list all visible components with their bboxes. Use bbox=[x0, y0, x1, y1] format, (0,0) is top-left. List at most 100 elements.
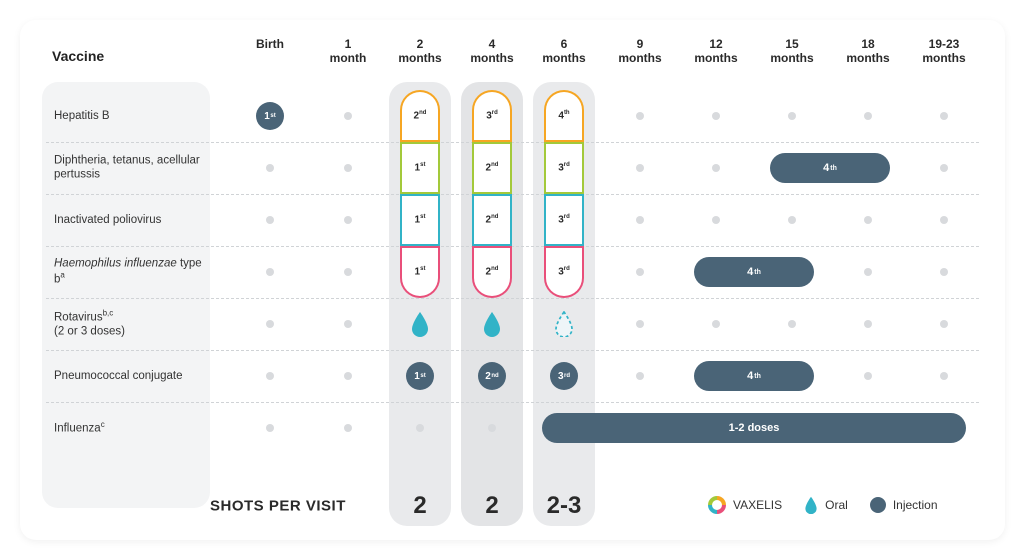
empty-dot bbox=[940, 216, 948, 224]
legend-injection: Injection bbox=[870, 497, 938, 513]
legend-oral-label: Oral bbox=[825, 498, 848, 512]
vaccine-label-hib: Haemophilus influenzae type ba bbox=[54, 257, 214, 288]
vaccine-label-hepb: Hepatitis B bbox=[54, 109, 214, 123]
empty-dot bbox=[636, 164, 644, 172]
empty-dot bbox=[788, 216, 796, 224]
empty-dot bbox=[344, 216, 352, 224]
row-divider bbox=[46, 298, 979, 299]
injection-dose: 1st bbox=[406, 362, 434, 390]
legend-oral: Oral bbox=[804, 496, 848, 514]
combo-seg: 3rd bbox=[544, 194, 584, 246]
empty-dot bbox=[636, 320, 644, 328]
vaccine-label-rota: Rotavirusb,c(2 or 3 doses) bbox=[54, 309, 214, 340]
dose-pill: 4th bbox=[770, 153, 890, 183]
row-divider bbox=[46, 402, 979, 403]
combo-seg: 2nd bbox=[400, 90, 440, 142]
empty-dot bbox=[266, 268, 274, 276]
col-header-m19_23: 19-23months bbox=[908, 38, 980, 66]
empty-dot bbox=[940, 112, 948, 120]
col-header-m6: 6months bbox=[528, 38, 600, 66]
empty-dot bbox=[344, 320, 352, 328]
combo-capsule-m2: 2nd1st1st1st bbox=[400, 90, 440, 298]
combo-capsule-m4: 3rd2nd2nd2nd bbox=[472, 90, 512, 298]
empty-dot bbox=[940, 372, 948, 380]
combo-capsule-m6: 4th3rd3rd3rd bbox=[544, 90, 584, 298]
shots-count-m2: 2 bbox=[413, 492, 426, 520]
row-divider bbox=[46, 194, 979, 195]
vaccine-label-ipv: Inactivated poliovirus bbox=[54, 213, 214, 227]
schedule-chart: Vaccine Birth 1month2months4months6months9… bbox=[20, 20, 1005, 540]
col-header-m4: 4months bbox=[456, 38, 528, 66]
empty-dot bbox=[636, 372, 644, 380]
oral-drop bbox=[410, 311, 430, 337]
dose-pill: 4th bbox=[694, 257, 814, 287]
empty-dot bbox=[636, 216, 644, 224]
empty-dot bbox=[266, 216, 274, 224]
oral-drop bbox=[554, 311, 574, 337]
empty-dot bbox=[788, 320, 796, 328]
col-header-m15: 15months bbox=[756, 38, 828, 66]
combo-seg: 3rd bbox=[544, 246, 584, 298]
oral-drop-icon bbox=[804, 496, 818, 514]
legend-injection-label: Injection bbox=[893, 498, 938, 512]
row-divider bbox=[46, 142, 979, 143]
empty-dot bbox=[344, 164, 352, 172]
empty-dot bbox=[344, 112, 352, 120]
vaccine-label-dtap: Diphtheria, tetanus, acellular pertussis bbox=[54, 154, 214, 183]
legend-vaxelis-label: VAXELIS bbox=[733, 498, 782, 512]
shots-count-m4: 2 bbox=[485, 492, 498, 520]
col-header-m18: 18months bbox=[832, 38, 904, 66]
col-header-m2: 2months bbox=[384, 38, 456, 66]
empty-dot bbox=[636, 112, 644, 120]
empty-dot bbox=[488, 424, 496, 432]
empty-dot bbox=[636, 268, 644, 276]
vaccine-label-pcv: Pneumococcal conjugate bbox=[54, 369, 214, 383]
empty-dot bbox=[940, 164, 948, 172]
vaccine-label-bg bbox=[42, 82, 210, 508]
empty-dot bbox=[864, 268, 872, 276]
combo-seg: 4th bbox=[544, 90, 584, 142]
empty-dot bbox=[712, 112, 720, 120]
combo-seg: 2nd bbox=[472, 246, 512, 298]
empty-dot bbox=[788, 112, 796, 120]
oral-drop bbox=[482, 311, 502, 337]
injection-dot-icon bbox=[870, 497, 886, 513]
empty-dot bbox=[864, 216, 872, 224]
col-header-birth: Birth bbox=[234, 38, 306, 52]
empty-dot bbox=[266, 424, 274, 432]
col-header-m1: 1month bbox=[312, 38, 384, 66]
empty-dot bbox=[266, 320, 274, 328]
row-divider bbox=[46, 350, 979, 351]
combo-seg: 2nd bbox=[472, 194, 512, 246]
combo-seg: 1st bbox=[400, 194, 440, 246]
combo-seg: 2nd bbox=[472, 142, 512, 194]
empty-dot bbox=[940, 320, 948, 328]
combo-seg: 3rd bbox=[472, 90, 512, 142]
empty-dot bbox=[864, 320, 872, 328]
combo-seg: 3rd bbox=[544, 142, 584, 194]
combo-seg: 1st bbox=[400, 142, 440, 194]
combo-seg: 1st bbox=[400, 246, 440, 298]
col-header-m9: 9months bbox=[604, 38, 676, 66]
empty-dot bbox=[712, 320, 720, 328]
vaccine-label-flu: Influenzac bbox=[54, 420, 214, 436]
empty-dot bbox=[266, 164, 274, 172]
empty-dot bbox=[344, 268, 352, 276]
col-header-m12: 12months bbox=[680, 38, 752, 66]
empty-dot bbox=[864, 372, 872, 380]
empty-dot bbox=[344, 424, 352, 432]
dose-pill: 1-2 doses bbox=[542, 413, 966, 443]
legend: VAXELIS Oral Injection bbox=[708, 496, 938, 514]
empty-dot bbox=[344, 372, 352, 380]
injection-dose: 1st bbox=[256, 102, 284, 130]
empty-dot bbox=[712, 164, 720, 172]
vaxelis-ring-icon bbox=[708, 496, 726, 514]
vaccine-header: Vaccine bbox=[52, 48, 104, 64]
shots-per-visit-label: SHOTS PER VISIT bbox=[210, 498, 346, 515]
shots-count-m6: 2-3 bbox=[547, 492, 582, 520]
legend-vaxelis: VAXELIS bbox=[708, 496, 782, 514]
row-divider bbox=[46, 246, 979, 247]
injection-dose: 2nd bbox=[478, 362, 506, 390]
empty-dot bbox=[712, 216, 720, 224]
dose-pill: 4th bbox=[694, 361, 814, 391]
